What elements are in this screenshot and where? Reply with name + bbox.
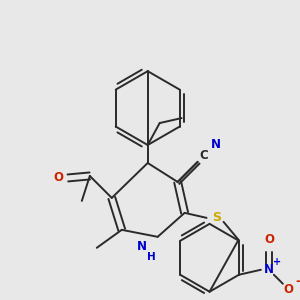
Text: N: N xyxy=(211,137,220,151)
Text: C: C xyxy=(199,149,208,163)
Text: N: N xyxy=(264,263,274,276)
Text: -: - xyxy=(295,275,300,288)
Text: H: H xyxy=(147,252,156,262)
Text: N: N xyxy=(137,240,147,253)
Text: S: S xyxy=(212,212,221,224)
Text: O: O xyxy=(284,283,294,296)
Text: +: + xyxy=(273,257,281,267)
Text: O: O xyxy=(264,233,274,246)
Text: O: O xyxy=(53,171,63,184)
